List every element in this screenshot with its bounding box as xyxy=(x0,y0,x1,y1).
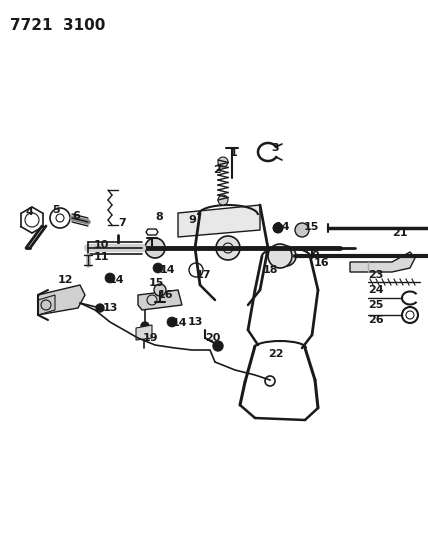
Text: 14: 14 xyxy=(109,275,125,285)
Polygon shape xyxy=(178,205,260,237)
Polygon shape xyxy=(38,295,55,315)
Circle shape xyxy=(105,273,115,283)
Text: 26: 26 xyxy=(368,315,383,325)
Circle shape xyxy=(276,246,296,266)
Text: 15: 15 xyxy=(304,222,319,232)
Text: 18: 18 xyxy=(263,265,279,275)
Circle shape xyxy=(96,304,104,312)
Text: 12: 12 xyxy=(58,275,74,285)
Circle shape xyxy=(153,263,163,273)
Text: 19: 19 xyxy=(143,333,159,343)
Circle shape xyxy=(218,195,228,205)
Circle shape xyxy=(218,157,228,167)
Circle shape xyxy=(273,223,283,233)
Circle shape xyxy=(154,284,166,296)
Text: 24: 24 xyxy=(368,285,383,295)
Text: 21: 21 xyxy=(392,228,407,238)
Text: 8: 8 xyxy=(155,212,163,222)
Text: 15: 15 xyxy=(149,278,164,288)
Text: 10: 10 xyxy=(94,240,110,250)
Text: 4: 4 xyxy=(25,207,33,217)
Text: 17: 17 xyxy=(196,270,211,280)
Text: 13: 13 xyxy=(103,303,119,313)
Circle shape xyxy=(213,341,223,351)
Text: 14: 14 xyxy=(275,222,291,232)
Text: 14: 14 xyxy=(160,265,175,275)
Text: 22: 22 xyxy=(268,349,283,359)
Polygon shape xyxy=(138,290,182,310)
Circle shape xyxy=(145,238,165,258)
Text: 7: 7 xyxy=(118,218,126,228)
Text: 16: 16 xyxy=(158,290,174,300)
Circle shape xyxy=(216,236,240,260)
Polygon shape xyxy=(136,325,152,340)
Circle shape xyxy=(295,223,309,237)
Text: 16: 16 xyxy=(314,258,330,268)
Text: 23: 23 xyxy=(368,270,383,280)
Circle shape xyxy=(268,244,292,268)
Text: 1: 1 xyxy=(230,148,238,158)
Circle shape xyxy=(273,223,283,233)
Text: 25: 25 xyxy=(368,300,383,310)
Text: 2: 2 xyxy=(213,165,221,175)
Polygon shape xyxy=(350,252,415,272)
Text: 13: 13 xyxy=(188,317,203,327)
Circle shape xyxy=(141,322,149,330)
Text: 14: 14 xyxy=(172,318,187,328)
Text: 7721  3100: 7721 3100 xyxy=(10,18,105,33)
Text: 5: 5 xyxy=(52,205,59,215)
Text: 9: 9 xyxy=(188,215,196,225)
Polygon shape xyxy=(38,285,85,315)
Text: 3: 3 xyxy=(271,143,279,153)
Circle shape xyxy=(167,317,177,327)
Text: 8: 8 xyxy=(311,248,319,258)
Text: 11: 11 xyxy=(94,252,110,262)
Text: 20: 20 xyxy=(205,333,220,343)
Text: 6: 6 xyxy=(72,211,80,221)
